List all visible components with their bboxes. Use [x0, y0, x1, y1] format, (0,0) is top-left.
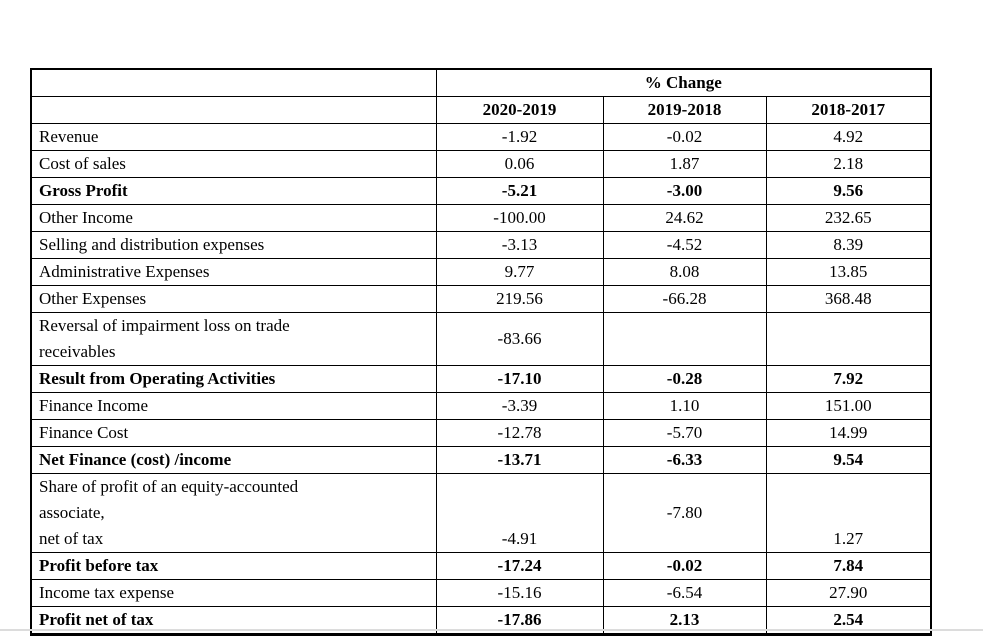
column-header-2019-2018: 2019-2018: [602, 96, 767, 124]
value-cell: -17.24: [435, 552, 604, 580]
table-row-cost-of-sales: Cost of sales 0.06 1.87 2.18: [30, 150, 932, 178]
value-cell: 9.77: [435, 258, 604, 286]
value-cell: -5.70: [602, 419, 767, 447]
value-cell: [602, 312, 767, 366]
value-cell: 14.99: [765, 419, 932, 447]
value-cell: -3.00: [602, 177, 767, 205]
value-cell: 9.56: [765, 177, 932, 205]
value-cell: 1.87: [602, 150, 767, 178]
value-cell: 151.00: [765, 392, 932, 420]
row-label: Net Finance (cost) /income: [30, 446, 437, 474]
row-label: Other Income: [30, 204, 437, 232]
value-cell: 1.10: [602, 392, 767, 420]
value-cell: 1.27: [765, 473, 932, 553]
row-label: Profit before tax: [30, 552, 437, 580]
column-header-2020-2019: 2020-2019: [435, 96, 604, 124]
value-cell: 7.92: [765, 365, 932, 393]
value-cell: -5.21: [435, 177, 604, 205]
row-label: Selling and distribution expenses: [30, 231, 437, 259]
value-cell: 368.48: [765, 285, 932, 313]
value-cell: 7.84: [765, 552, 932, 580]
row-label: Reversal of impairment loss on trade rec…: [30, 312, 437, 366]
row-label: Finance Cost: [30, 419, 437, 447]
table-row-reversal-impairment: Reversal of impairment loss on trade rec…: [30, 312, 932, 366]
value-cell: 219.56: [435, 285, 604, 313]
value-cell: 232.65: [765, 204, 932, 232]
row-label: Income tax expense: [30, 579, 437, 607]
table-row-share-of-profit-associate: Share of profit of an equity-accounted a…: [30, 473, 932, 553]
value-cell: -12.78: [435, 419, 604, 447]
group-header-cell: % Change: [435, 68, 932, 97]
value-cell: -0.28: [602, 365, 767, 393]
value-cell: -4.91: [435, 473, 604, 553]
value-cell: -0.02: [602, 123, 767, 151]
value-cell: -3.13: [435, 231, 604, 259]
value-cell: -7.80: [602, 473, 767, 553]
value-cell: -15.16: [435, 579, 604, 607]
value-cell: -100.00: [435, 204, 604, 232]
value-cell: -17.10: [435, 365, 604, 393]
value-cell: -0.02: [602, 552, 767, 580]
table-row-other-expenses: Other Expenses 219.56 -66.28 368.48: [30, 285, 932, 313]
table-row-administrative-expenses: Administrative Expenses 9.77 8.08 13.85: [30, 258, 932, 286]
value-cell: 8.39: [765, 231, 932, 259]
table-row-profit-before-tax: Profit before tax -17.24 -0.02 7.84: [30, 552, 932, 580]
row-label: Result from Operating Activities: [30, 365, 437, 393]
page-divider-line: [0, 629, 983, 631]
value-cell: 13.85: [765, 258, 932, 286]
value-cell: -66.28: [602, 285, 767, 313]
table-row-gross-profit: Gross Profit -5.21 -3.00 9.56: [30, 177, 932, 205]
value-cell: 24.62: [602, 204, 767, 232]
empty-header-cell: [30, 68, 437, 97]
column-header-2018-2017: 2018-2017: [765, 96, 932, 124]
value-cell: -6.54: [602, 579, 767, 607]
value-cell: -1.92: [435, 123, 604, 151]
table-row-net-finance: Net Finance (cost) /income -13.71 -6.33 …: [30, 446, 932, 474]
value-cell: 8.08: [602, 258, 767, 286]
value-cell: 0.06: [435, 150, 604, 178]
table-row-result-operating-activities: Result from Operating Activities -17.10 …: [30, 365, 932, 393]
value-cell: 9.54: [765, 446, 932, 474]
value-cell: 27.90: [765, 579, 932, 607]
value-cell: -3.39: [435, 392, 604, 420]
percent-change-table: % Change 2020-2019 2019-2018 2018-2017 R…: [30, 68, 933, 636]
value-cell: -13.71: [435, 446, 604, 474]
table-group-header-row: % Change: [30, 68, 932, 97]
value-cell: -4.52: [602, 231, 767, 259]
row-label: Other Expenses: [30, 285, 437, 313]
row-label: Share of profit of an equity-accounted a…: [30, 473, 437, 553]
table-row-income-tax-expense: Income tax expense -15.16 -6.54 27.90: [30, 579, 932, 607]
row-label: Finance Income: [30, 392, 437, 420]
value-cell: -6.33: [602, 446, 767, 474]
row-label: Revenue: [30, 123, 437, 151]
table-row-finance-cost: Finance Cost -12.78 -5.70 14.99: [30, 419, 932, 447]
table-column-header-row: 2020-2019 2019-2018 2018-2017: [30, 96, 932, 124]
table-row-revenue: Revenue -1.92 -0.02 4.92: [30, 123, 932, 151]
table-row-finance-income: Finance Income -3.39 1.10 151.00: [30, 392, 932, 420]
row-label: Cost of sales: [30, 150, 437, 178]
value-cell: 2.18: [765, 150, 932, 178]
table-row-other-income: Other Income -100.00 24.62 232.65: [30, 204, 932, 232]
value-cell: -83.66: [435, 312, 604, 366]
row-label: Administrative Expenses: [30, 258, 437, 286]
value-cell: [765, 312, 932, 366]
row-label: Gross Profit: [30, 177, 437, 205]
value-cell: 4.92: [765, 123, 932, 151]
table-row-selling-distribution-expenses: Selling and distribution expenses -3.13 …: [30, 231, 932, 259]
empty-header-cell: [30, 96, 437, 124]
